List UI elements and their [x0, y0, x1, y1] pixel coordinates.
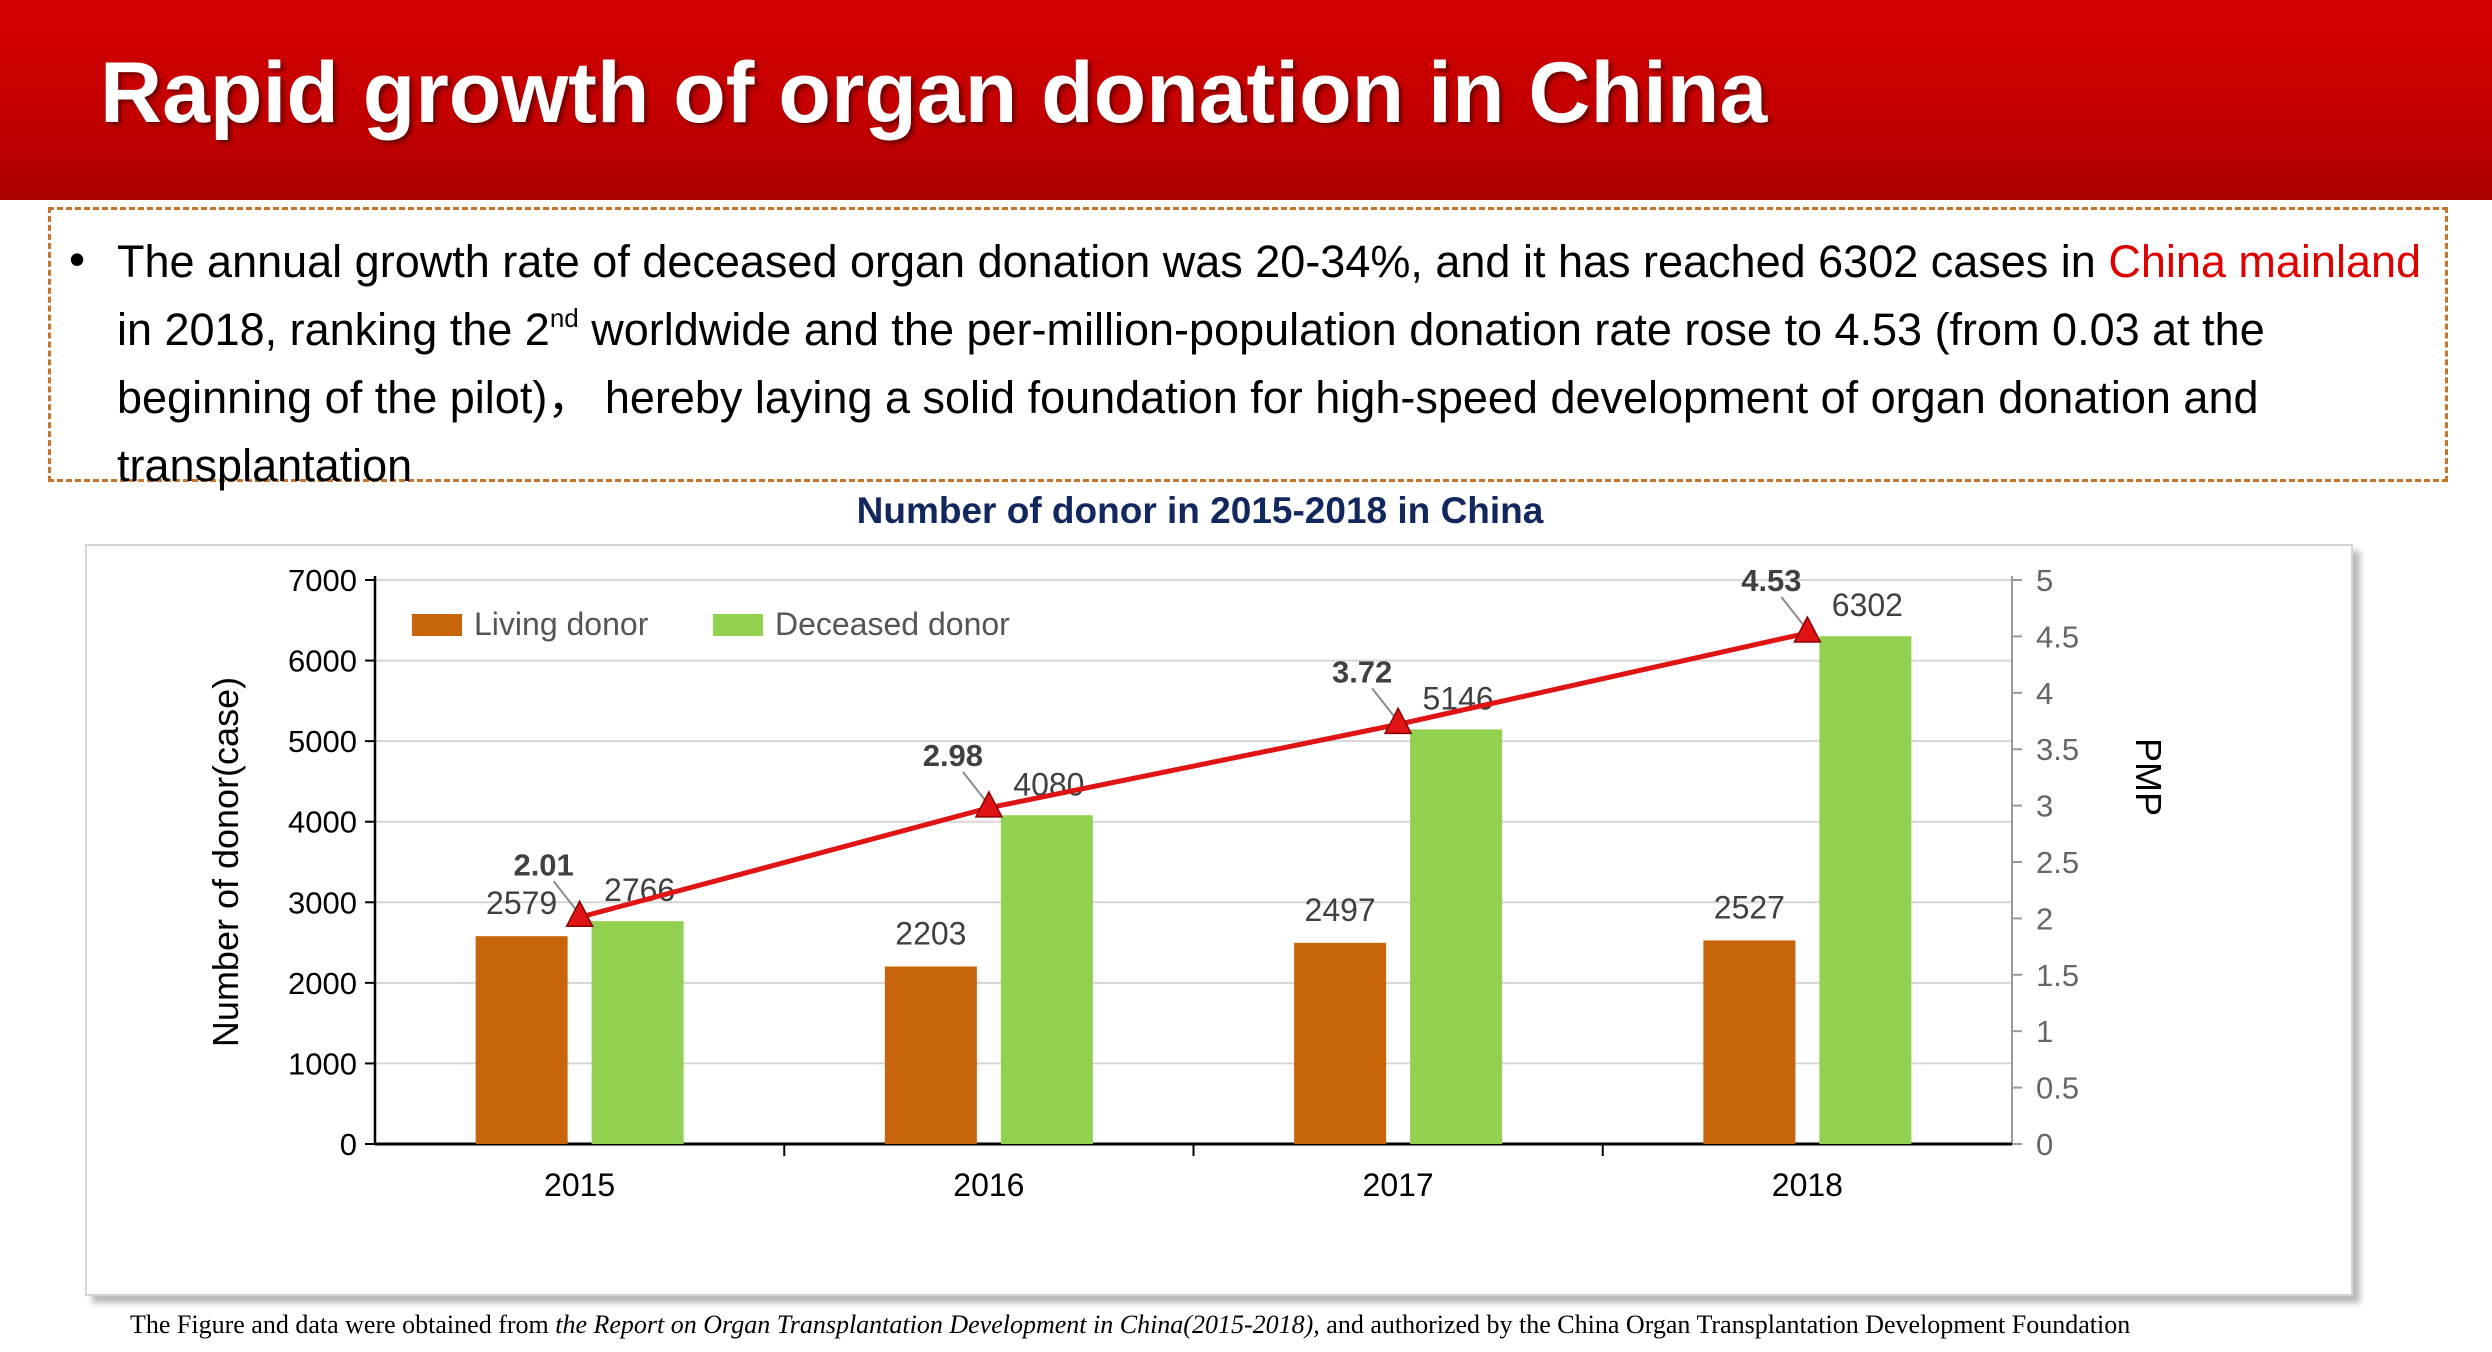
bullet-point: • — [69, 233, 86, 285]
bar-value-label: 6302 — [1832, 587, 1903, 623]
x-tick-label: 2017 — [1363, 1167, 1434, 1203]
x-tick-label: 2016 — [953, 1167, 1024, 1203]
summary-highlight: China mainland — [2108, 236, 2422, 287]
pmp-leader-line — [1371, 687, 1395, 718]
y2-tick-label: 2.5 — [2036, 845, 2079, 880]
y-tick-label: 4000 — [288, 805, 357, 840]
legend-label-living: Living donor — [474, 606, 649, 642]
y2-tick-label: 5 — [2036, 563, 2053, 598]
footnote-prefix: The Figure and data were obtained from — [130, 1310, 556, 1339]
summary-paragraph: The annual growth rate of deceased organ… — [117, 228, 2437, 500]
summary-superscript: nd — [549, 303, 579, 333]
pmp-value-label: 3.72 — [1332, 654, 1392, 689]
summary-text-2: in 2018, ranking the 2 — [117, 304, 550, 355]
y2-tick-label: 0 — [2036, 1127, 2053, 1162]
legend-label-deceased: Deceased donor — [775, 606, 1010, 642]
y2-tick-label: 1.5 — [2036, 958, 2079, 993]
legend-swatch-living — [412, 614, 462, 636]
source-footnote: The Figure and data were obtained from t… — [130, 1308, 2410, 1352]
pmp-marker — [565, 899, 594, 928]
bar-value-label: 2579 — [486, 885, 557, 921]
bar-value-label: 2527 — [1714, 889, 1785, 925]
y2-tick-label: 3 — [2036, 789, 2053, 824]
chart-title: Number of donor in 2015-2018 in China — [856, 490, 1544, 531]
y2-tick-label: 4 — [2036, 676, 2053, 711]
bar-deceased-donor — [1410, 729, 1503, 1144]
x-tick-label: 2015 — [544, 1167, 615, 1203]
pmp-line — [578, 630, 1808, 920]
bar-value-label: 2497 — [1305, 892, 1376, 928]
summary-box: • The annual growth rate of deceased org… — [48, 207, 2448, 491]
bar-deceased-donor — [1000, 815, 1093, 1144]
pmp-marker — [1383, 706, 1413, 735]
y-tick-label: 7000 — [288, 563, 357, 598]
summary-text-3: worldwide and the per-million-population… — [117, 304, 2265, 491]
y2-axis-title: PMP — [2128, 738, 2169, 816]
y2-tick-label: 3.5 — [2036, 732, 2079, 767]
bar-living-donor — [475, 936, 568, 1144]
chart-frame — [85, 544, 2353, 1296]
y2-tick-label: 2 — [2036, 901, 2053, 936]
pmp-marker — [974, 790, 1004, 818]
y-axis-title: Number of donor(case) — [205, 677, 246, 1047]
pmp-marker — [1793, 615, 1822, 643]
bar-deceased-donor — [1819, 636, 1912, 1144]
pmp-leader-line — [1780, 596, 1805, 626]
summary-text-1: The annual growth rate of deceased organ… — [117, 236, 2109, 287]
page-title: Rapid growth of organ donation in China — [100, 45, 1768, 141]
y2-tick-label: 1 — [2036, 1014, 2053, 1049]
footnote-source: the Report on Organ Transplantation Deve… — [555, 1310, 1320, 1339]
pmp-leader-line — [962, 771, 986, 801]
title-banner: Rapid growth of organ donation in China — [0, 0, 2492, 200]
y-tick-label: 3000 — [288, 885, 357, 920]
y-tick-label: 2000 — [288, 966, 357, 1001]
bar-value-label: 2203 — [895, 916, 966, 952]
y-tick-label: 5000 — [288, 724, 357, 759]
bar-living-donor — [884, 966, 977, 1144]
footnote-suffix: and authorized by the China Organ Transp… — [1319, 1310, 2131, 1339]
y-tick-label: 1000 — [288, 1046, 357, 1081]
legend-swatch-deceased — [713, 614, 763, 636]
bar-living-donor — [1294, 942, 1387, 1144]
y-tick-label: 0 — [340, 1127, 357, 1162]
y2-tick-label: 0.5 — [2036, 1071, 2079, 1106]
pmp-value-label: 2.98 — [923, 738, 983, 773]
bar-deceased-donor — [591, 921, 684, 1144]
pmp-leader-line — [552, 880, 577, 910]
y2-tick-label: 4.5 — [2036, 619, 2079, 654]
y-tick-label: 6000 — [288, 644, 357, 679]
bar-living-donor — [1703, 940, 1796, 1144]
x-tick-label: 2018 — [1772, 1167, 1843, 1203]
pmp-value-label: 4.53 — [1741, 563, 1801, 598]
pmp-value-label: 2.01 — [513, 847, 573, 882]
